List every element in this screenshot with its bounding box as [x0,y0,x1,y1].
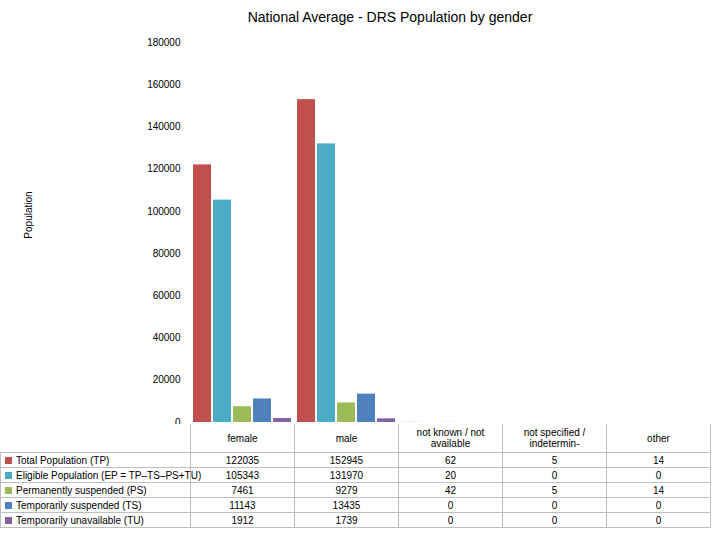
html-text:152945: 152945 [329,454,364,466]
html-text:not known / not available: not known / not available [416,427,485,449]
html-text:not specified / indetermin-: not specified / indetermin- [523,427,586,449]
html-text:Temporarily unavailable (TU): Temporarily unavailable (TU) [16,514,144,526]
html-text:Temporarily suspended (TS): Temporarily suspended (TS) [16,499,142,511]
html-text:0: 0 [655,499,662,511]
html-text:0: 0 [655,469,662,481]
html-text:13435: 13435 [332,499,361,511]
html-text:0: 0 [551,469,558,481]
svg-text:80000: 80000 [153,248,181,259]
svg-text:140000: 140000 [147,121,181,132]
html-text:5: 5 [551,454,558,466]
html-text:42: 42 [444,484,457,496]
html-text:105343: 105343 [225,469,260,481]
html-text:62: 62 [444,454,457,466]
html-text:1739: 1739 [335,514,358,526]
svg-text:40000: 40000 [153,332,181,343]
html-text:14: 14 [652,454,665,466]
svg-text:100000: 100000 [147,206,181,217]
svg-text:120000: 120000 [147,163,181,174]
svg-text:20000: 20000 [153,374,181,385]
svg-text:0: 0 [175,417,181,424]
html-text:Population: Population [22,191,34,239]
html-text:female: female [227,432,258,444]
html-text:Total Population (TP): Total Population (TP) [16,454,110,466]
html-text:9279: 9279 [335,484,358,496]
svg-text:60000: 60000 [153,290,181,301]
html-text:20: 20 [444,469,457,481]
html-text:14: 14 [652,484,665,496]
svg-text:160000: 160000 [147,79,181,90]
html-text:Eligible Population (EP = TP–T: Eligible Population (EP = TP–TS–PS+TU) [16,469,202,481]
html-text:11143: 11143 [229,499,256,511]
html-text:0: 0 [655,514,662,526]
html-text:0: 0 [551,514,558,526]
html-text:0: 0 [447,499,454,511]
html-text:Permanently suspended (PS): Permanently suspended (PS) [16,484,147,496]
html-text:7461: 7461 [231,484,254,496]
html-text:0: 0 [447,514,454,526]
html-text:1912: 1912 [231,514,254,526]
html-text:other: other [647,432,670,444]
html-text:122035: 122035 [225,454,260,466]
html-text:National Average - DRS Populat: National Average - DRS Population by gen… [247,9,533,25]
html-text:male: male [335,432,358,444]
html-text:131970: 131970 [329,469,364,481]
html-text:5: 5 [551,484,558,496]
svg-text:180000: 180000 [147,37,181,48]
html-text:0: 0 [551,499,558,511]
